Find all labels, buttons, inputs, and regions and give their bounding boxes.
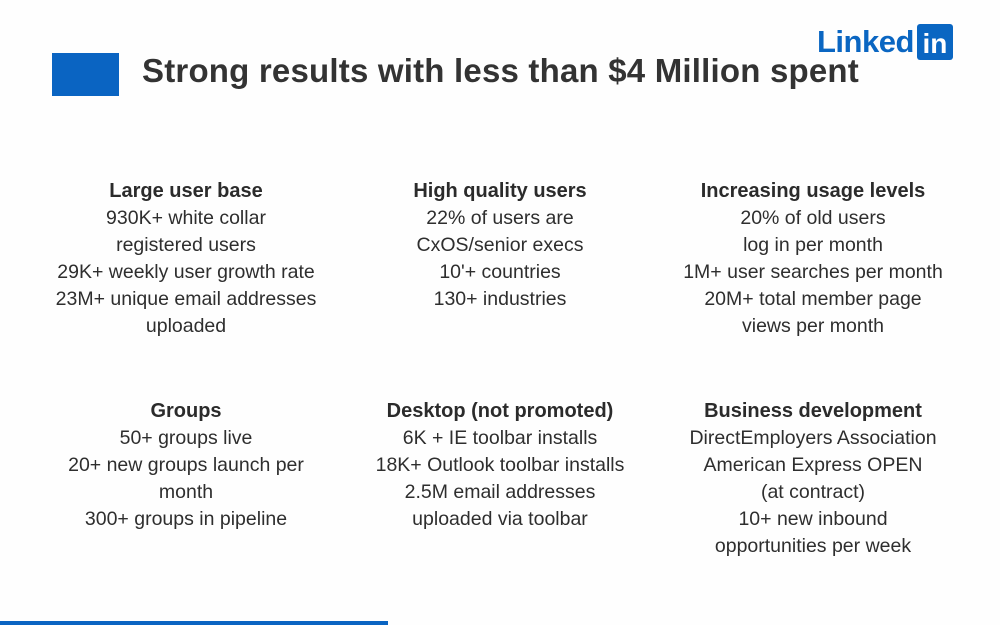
section-line: American Express OPEN	[703, 454, 923, 476]
section-line: 10+ new inbound	[738, 508, 888, 530]
section-high-quality-users: High quality users 22% of users are CxOS…	[340, 178, 660, 313]
slide-title: Strong results with less than $4 Million…	[142, 52, 859, 89]
section-line: 23M+ unique email addresses	[55, 288, 317, 310]
section-line: opportunities per week	[714, 535, 912, 557]
section-desktop: Desktop (not promoted) 6K + IE toolbar i…	[340, 398, 660, 533]
section-heading: Desktop (not promoted)	[386, 400, 614, 422]
section-line: 2.5M email addresses	[404, 481, 596, 503]
section-line: uploaded via toolbar	[412, 508, 588, 530]
section-line: 20+ new groups launch per	[68, 454, 304, 476]
linkedin-logo: Linked in	[817, 24, 953, 60]
section-line: uploaded	[145, 315, 227, 337]
section-line: 22% of users are	[426, 207, 574, 229]
section-heading: Large user base	[109, 180, 263, 202]
section-business-development: Business development DirectEmployers Ass…	[653, 398, 973, 560]
section-large-user-base: Large user base 930K+ white collar regis…	[26, 178, 346, 340]
section-line: 6K + IE toolbar installs	[402, 427, 598, 449]
accent-block	[52, 53, 119, 96]
section-line: (at contract)	[760, 481, 866, 503]
section-groups: Groups 50+ groups live 20+ new groups la…	[26, 398, 346, 533]
section-line: 18K+ Outlook toolbar installs	[375, 454, 625, 476]
section-line: log in per month	[743, 234, 883, 256]
section-heading: High quality users	[413, 180, 587, 202]
section-line: 20% of old users	[740, 207, 886, 229]
section-heading: Groups	[150, 400, 222, 422]
section-line: 300+ groups in pipeline	[84, 508, 288, 530]
section-line: 20M+ total member page	[704, 288, 922, 310]
logo-in-box-icon: in	[916, 24, 953, 60]
section-line: 1M+ user searches per month	[683, 261, 943, 283]
section-line: registered users	[116, 234, 256, 256]
section-line: 930K+ white collar	[106, 207, 266, 229]
section-line: 29K+ weekly user growth rate	[57, 261, 315, 283]
section-heading: Increasing usage levels	[700, 180, 926, 202]
section-increasing-usage-levels: Increasing usage levels 20% of old users…	[653, 178, 973, 340]
logo-wordmark: Linked	[817, 24, 914, 59]
section-line: 50+ groups live	[119, 427, 253, 449]
section-line: DirectEmployers Association	[689, 427, 937, 449]
section-line: CxOS/senior execs	[416, 234, 584, 256]
section-line: 10'+ countries	[439, 261, 561, 283]
section-line: 130+ industries	[433, 288, 567, 310]
section-heading: Business development	[704, 400, 922, 422]
section-line: month	[158, 481, 214, 503]
section-line: views per month	[742, 315, 884, 337]
bottom-accent-bar	[0, 621, 388, 625]
